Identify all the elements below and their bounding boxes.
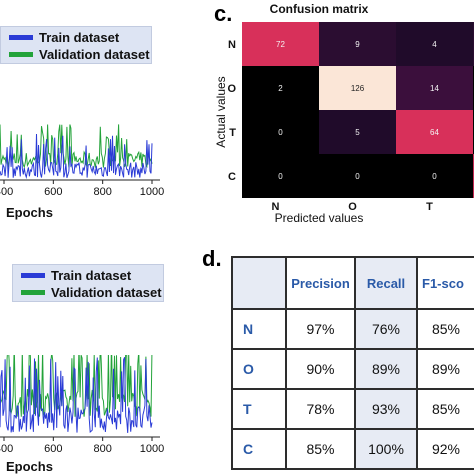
- train-line: [0, 357, 153, 434]
- matrix-value: 0: [278, 172, 283, 181]
- row-label: O: [231, 348, 287, 390]
- table-row: C 85% 100% 92%: [231, 428, 474, 470]
- col-header-recall: Recall: [354, 256, 418, 310]
- predicted-class-label: N: [272, 201, 280, 213]
- matrix-value: 5: [355, 128, 360, 137]
- metrics-table: Precision Recall F1-sco N 97% 76% 85% O …: [231, 256, 474, 470]
- row-label: N: [231, 308, 287, 350]
- matrix-value: 72: [276, 40, 285, 49]
- precision-cell: 78%: [285, 388, 356, 430]
- matrix-cell: [319, 154, 396, 198]
- matrix-value: 0: [355, 172, 360, 181]
- recall-cell: 76%: [354, 308, 418, 350]
- predicted-values-label: Predicted values: [275, 211, 364, 225]
- row-label: C: [231, 428, 287, 470]
- matrix-cell: [242, 22, 319, 66]
- table-header-row: Precision Recall F1-sco: [231, 256, 474, 310]
- confusion-matrix-title: Confusion matrix: [270, 2, 369, 16]
- x-tick-label: 400: [0, 186, 13, 198]
- actual-class-labels: N O T C: [227, 39, 236, 183]
- legend-train-label: Train dataset: [39, 29, 120, 45]
- table-row: T 78% 93% 85%: [231, 388, 474, 430]
- matrix-value: 9: [355, 40, 360, 49]
- validation-swatch: [9, 51, 33, 57]
- table-corner-cell: [231, 256, 287, 310]
- bottom-loss-chart: 400 600 800 1000 Epochs: [0, 355, 164, 474]
- actual-class-label: T: [229, 127, 236, 139]
- legend-item-validation: Validation dataset: [9, 46, 150, 62]
- x-tick-label: 600: [44, 186, 62, 198]
- matrix-cell: [319, 110, 396, 154]
- legend-item-validation: Validation dataset: [21, 284, 162, 300]
- predicted-class-label: T: [426, 201, 433, 213]
- recall-cell: 93%: [354, 388, 418, 430]
- matrix-value: 126: [351, 84, 365, 93]
- validation-swatch: [21, 289, 45, 295]
- matrix-cell: [242, 66, 319, 110]
- matrix-cell: [242, 154, 319, 198]
- matrix-cell: [396, 110, 473, 154]
- precision-cell: 85%: [285, 428, 356, 470]
- recall-cell: 100%: [354, 428, 418, 470]
- legend-item-train: Train dataset: [21, 267, 131, 283]
- panel-c-label: c.: [214, 1, 233, 26]
- precision-cell: 90%: [285, 348, 356, 390]
- confusion-matrix-chart: Confusion matrix 72941021261400564000056…: [214, 2, 474, 225]
- train-swatch: [21, 272, 45, 278]
- bottom-loss-lines: [0, 355, 153, 434]
- legend-validation-label: Validation dataset: [51, 284, 162, 300]
- top-loss-lines: [0, 124, 153, 180]
- actual-class-label: C: [228, 171, 236, 183]
- col-header-f1: F1-sco: [416, 256, 474, 310]
- panel-d-label: d.: [202, 246, 222, 271]
- f1-cell: 85%: [416, 388, 474, 430]
- matrix-cell: [242, 110, 319, 154]
- f1-cell: 85%: [416, 308, 474, 350]
- precision-cell: 97%: [285, 308, 356, 350]
- matrix-value: 2: [278, 84, 283, 93]
- matrix-cell: [319, 66, 396, 110]
- matrix-cell: [396, 66, 473, 110]
- actual-class-label: N: [228, 39, 236, 51]
- top-legend: Train dataset Validation dataset: [0, 26, 152, 64]
- predicted-class-label: O: [348, 201, 357, 213]
- matrix-cell: [396, 22, 473, 66]
- matrix-value: 64: [430, 128, 439, 137]
- matrix-value: 14: [430, 84, 439, 93]
- f1-cell: 89%: [416, 348, 474, 390]
- top-x-axis-label: Epochs: [6, 205, 53, 220]
- top-loss-chart: 400 600 800 1000 Epochs: [0, 124, 164, 220]
- matrix-value: 0: [278, 128, 283, 137]
- legend-validation-label: Validation dataset: [39, 46, 150, 62]
- confusion-matrix-cells: 72941021261400564000056: [242, 22, 474, 198]
- table-row: N 97% 76% 85%: [231, 308, 474, 350]
- train-swatch: [9, 34, 33, 40]
- top-x-ticks: 400 600 800 1000: [0, 180, 164, 198]
- row-label: T: [231, 388, 287, 430]
- x-tick-label: 400: [0, 443, 13, 455]
- bottom-x-ticks: 400 600 800 1000: [0, 437, 164, 455]
- train-line: [0, 133, 153, 180]
- x-tick-label: 1000: [140, 186, 164, 198]
- legend-train-label: Train dataset: [51, 267, 132, 283]
- actual-class-label: O: [227, 83, 236, 95]
- x-tick-label: 800: [93, 443, 111, 455]
- x-tick-label: 600: [44, 443, 62, 455]
- matrix-value: 4: [432, 40, 437, 49]
- recall-cell: 89%: [354, 348, 418, 390]
- x-tick-label: 1000: [140, 443, 164, 455]
- legend-item-train: Train dataset: [9, 29, 119, 45]
- actual-values-label: Actual values: [214, 76, 228, 147]
- matrix-cell: [396, 154, 473, 198]
- x-tick-label: 800: [93, 186, 111, 198]
- matrix-cell: [319, 22, 396, 66]
- bottom-x-axis-label: Epochs: [6, 459, 53, 474]
- col-header-precision: Precision: [285, 256, 356, 310]
- matrix-value: 0: [432, 172, 437, 181]
- f1-cell: 92%: [416, 428, 474, 470]
- table-row: O 90% 89% 89%: [231, 348, 474, 390]
- validation-line: [0, 124, 153, 169]
- bottom-legend: Train dataset Validation dataset: [12, 264, 164, 302]
